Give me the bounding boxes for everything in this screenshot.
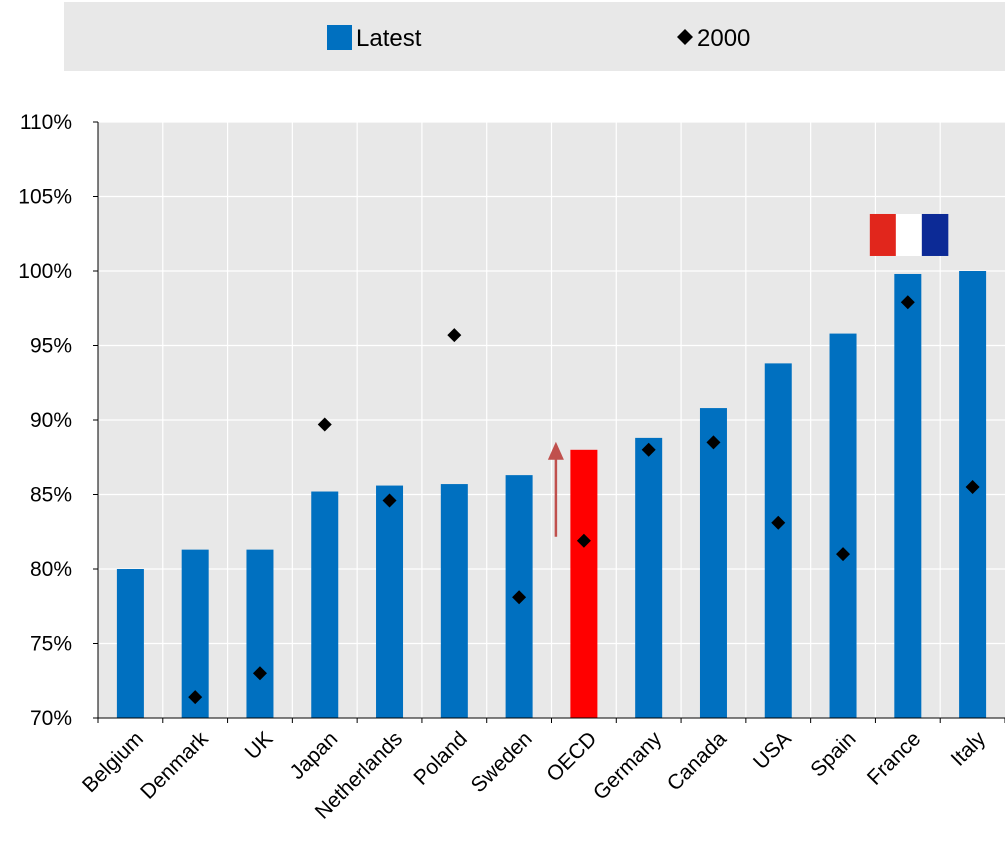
y-tick-label: 75% — [30, 633, 72, 656]
marker-2000-oecd — [576, 533, 591, 548]
bars — [116, 271, 987, 718]
flag-stripe — [895, 213, 923, 256]
x-tick-label-italy: Italy — [947, 727, 991, 771]
y-tick-label: 80% — [30, 558, 72, 581]
x-tick-label-uk: UK — [241, 727, 278, 764]
legend-label-2000: 2000 — [697, 25, 750, 52]
legend: Latest 2000 — [64, 2, 1005, 71]
y-tick-label: 95% — [30, 335, 72, 358]
legend-swatch-2000 — [677, 29, 693, 45]
bar-oecd — [570, 449, 598, 718]
y-tick-label: 110% — [20, 111, 72, 134]
flag-france-icon — [869, 213, 949, 256]
y-tick-label: 70% — [30, 707, 72, 730]
x-tick-label-france: France — [863, 727, 925, 789]
marker-2000-sweden — [512, 590, 527, 605]
x-tick-label-oecd: OECD — [542, 727, 601, 786]
annotations — [547, 213, 949, 537]
bar-japan — [311, 491, 339, 718]
y-tick-label: 105% — [18, 186, 72, 209]
bar-belgium — [116, 569, 144, 718]
x-tick-label-sweden: Sweden — [467, 727, 537, 797]
x-tick-label-denmark: Denmark — [136, 727, 213, 804]
bar-germany — [635, 437, 663, 718]
legend-label-latest: Latest — [356, 25, 422, 52]
bar-france — [894, 273, 922, 718]
x-tick-label-canada: Canada — [663, 727, 732, 796]
y-tick-label: 100% — [18, 260, 72, 283]
marker-2000-usa — [771, 515, 786, 530]
y-tick-label: 85% — [30, 484, 72, 507]
legend-swatch-latest — [327, 25, 352, 50]
y-axis: 70% 75% 80% 85% 90% 95% 100% 105% 110% — [18, 111, 99, 730]
arrow-head — [547, 441, 564, 460]
flag-stripe — [921, 213, 949, 256]
marker-2000-denmark — [188, 690, 203, 705]
bar-spain — [829, 333, 857, 718]
y-tick-label: 90% — [30, 409, 72, 432]
flag-stripe — [869, 213, 897, 256]
marker-2000-spain — [836, 547, 851, 562]
bar-denmark — [181, 549, 209, 718]
marker-2000-italy — [965, 480, 980, 495]
bar-italy — [959, 271, 987, 718]
bar-canada — [699, 408, 727, 718]
marker-2000-poland — [447, 328, 462, 343]
x-tick-label-poland: Poland — [409, 727, 472, 790]
markers-2000 — [188, 295, 980, 705]
marker-2000-netherlands — [382, 493, 397, 508]
legend-background — [64, 2, 1005, 71]
marker-2000-germany — [641, 442, 656, 457]
x-tick-label-spain: Spain — [806, 727, 860, 781]
bar-netherlands — [376, 485, 404, 718]
bar-usa — [764, 363, 792, 718]
x-tick-label-japan: Japan — [286, 727, 343, 784]
x-tick-label-usa: USA — [749, 727, 796, 774]
x-tick-label-germany: Germany — [589, 727, 667, 805]
marker-2000-japan — [317, 417, 332, 432]
bar-poland — [440, 484, 468, 718]
bar-uk — [246, 549, 274, 718]
marker-2000-uk — [252, 666, 267, 681]
marker-2000-canada — [706, 435, 721, 450]
marker-2000-france — [900, 295, 915, 310]
